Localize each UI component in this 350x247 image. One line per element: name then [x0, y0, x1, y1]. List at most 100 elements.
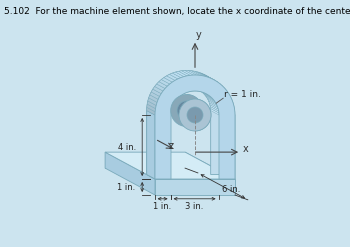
Polygon shape	[147, 101, 156, 109]
Polygon shape	[176, 71, 187, 77]
Text: 6 in.: 6 in.	[222, 185, 240, 194]
Polygon shape	[148, 98, 157, 105]
Polygon shape	[195, 71, 206, 77]
Polygon shape	[161, 78, 172, 84]
Polygon shape	[176, 88, 187, 93]
Polygon shape	[204, 74, 215, 80]
Polygon shape	[155, 84, 165, 91]
Polygon shape	[166, 98, 175, 104]
Ellipse shape	[179, 99, 211, 131]
Polygon shape	[169, 73, 181, 79]
Text: 4 in.: 4 in.	[118, 143, 136, 151]
Ellipse shape	[171, 95, 203, 126]
Ellipse shape	[187, 107, 203, 123]
Polygon shape	[226, 104, 235, 112]
Polygon shape	[179, 71, 190, 76]
Polygon shape	[195, 88, 205, 93]
Polygon shape	[219, 86, 229, 94]
Polygon shape	[153, 86, 163, 94]
Polygon shape	[207, 76, 218, 82]
Polygon shape	[202, 92, 212, 98]
Text: y: y	[196, 30, 202, 40]
Polygon shape	[226, 107, 235, 115]
Polygon shape	[225, 98, 234, 105]
Polygon shape	[222, 92, 232, 99]
Polygon shape	[151, 89, 161, 96]
Polygon shape	[105, 152, 185, 168]
Polygon shape	[200, 91, 210, 96]
Polygon shape	[215, 82, 225, 88]
Polygon shape	[182, 87, 192, 91]
Polygon shape	[198, 72, 209, 78]
Polygon shape	[173, 72, 184, 78]
Text: z: z	[169, 141, 174, 151]
Polygon shape	[182, 71, 194, 75]
Polygon shape	[164, 76, 175, 82]
Polygon shape	[170, 92, 180, 98]
Polygon shape	[169, 93, 178, 99]
Polygon shape	[207, 98, 216, 104]
Polygon shape	[199, 90, 209, 95]
Ellipse shape	[177, 101, 196, 120]
Polygon shape	[187, 95, 211, 131]
Polygon shape	[191, 87, 202, 92]
Polygon shape	[175, 89, 185, 94]
Polygon shape	[224, 95, 233, 102]
Polygon shape	[168, 95, 177, 101]
Polygon shape	[163, 103, 172, 109]
Text: 3 in.: 3 in.	[186, 202, 204, 211]
Polygon shape	[193, 87, 203, 93]
Polygon shape	[105, 152, 235, 179]
Polygon shape	[205, 95, 214, 101]
Polygon shape	[147, 71, 227, 175]
Polygon shape	[190, 87, 200, 91]
Polygon shape	[201, 73, 212, 79]
Polygon shape	[191, 71, 203, 76]
Polygon shape	[166, 96, 176, 102]
Polygon shape	[209, 103, 218, 109]
Polygon shape	[185, 71, 197, 75]
Polygon shape	[206, 96, 215, 102]
Polygon shape	[164, 101, 173, 107]
Polygon shape	[188, 71, 200, 75]
Polygon shape	[210, 107, 219, 113]
Polygon shape	[173, 90, 183, 95]
Text: 1 in.: 1 in.	[153, 202, 172, 211]
Polygon shape	[155, 179, 235, 195]
Polygon shape	[227, 110, 235, 179]
Polygon shape	[105, 152, 155, 195]
Text: 1 in.: 1 in.	[117, 183, 135, 191]
Polygon shape	[209, 101, 218, 107]
Text: r = 1 in.: r = 1 in.	[224, 90, 261, 99]
Polygon shape	[225, 101, 234, 109]
Text: 5.102  For the machine element shown, locate the x coordinate of the center of g: 5.102 For the machine element shown, loc…	[4, 7, 350, 16]
Polygon shape	[210, 105, 219, 111]
Polygon shape	[212, 80, 223, 86]
Polygon shape	[155, 75, 235, 179]
Polygon shape	[184, 86, 194, 91]
Polygon shape	[217, 84, 227, 91]
Polygon shape	[147, 107, 155, 115]
Polygon shape	[211, 109, 219, 115]
Polygon shape	[208, 99, 217, 106]
Polygon shape	[147, 110, 155, 179]
Polygon shape	[163, 109, 171, 115]
Polygon shape	[150, 92, 160, 99]
Text: x: x	[243, 144, 249, 154]
Polygon shape	[163, 107, 171, 113]
Polygon shape	[185, 152, 235, 195]
Polygon shape	[149, 95, 158, 102]
Polygon shape	[180, 87, 190, 92]
Polygon shape	[220, 89, 230, 96]
Polygon shape	[164, 99, 174, 106]
Polygon shape	[157, 82, 167, 88]
Polygon shape	[159, 80, 170, 86]
Polygon shape	[186, 86, 196, 91]
Polygon shape	[163, 105, 172, 111]
Polygon shape	[203, 93, 213, 99]
Polygon shape	[197, 89, 207, 94]
Polygon shape	[147, 104, 155, 112]
Polygon shape	[209, 78, 220, 84]
Polygon shape	[172, 91, 181, 96]
Polygon shape	[167, 74, 178, 80]
